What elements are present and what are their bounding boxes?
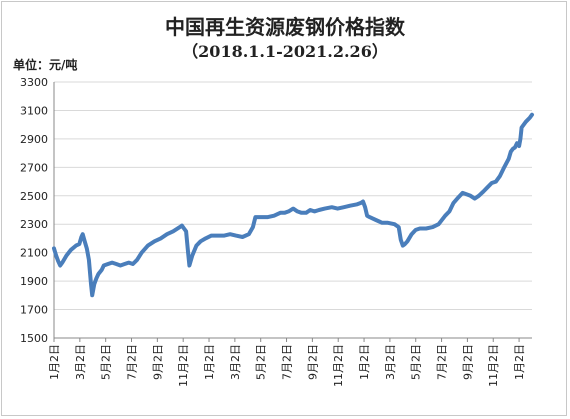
x-tick-label: 1月2日 — [203, 344, 216, 380]
x-tick-label: 5月2日 — [410, 344, 423, 380]
chart-title: 中国再生资源废钢价格指数 — [165, 15, 405, 39]
x-tick-label: 5月2日 — [255, 344, 268, 380]
x-tick-label: 9月2日 — [151, 344, 164, 380]
x-tick-label: 3月2日 — [384, 344, 397, 380]
x-tick-label: 11月2日 — [177, 344, 190, 387]
x-tick-label: 7月2日 — [281, 344, 294, 380]
series-layer — [52, 112, 534, 298]
y-tick-label: 2700 — [20, 161, 48, 174]
y-tick-label: 2900 — [20, 133, 48, 146]
x-tick-label: 1月2日 — [358, 344, 371, 380]
x-tick-label: 9月2日 — [306, 344, 319, 380]
x-tick-label: 1月2日 — [48, 344, 61, 380]
y-tick-label: 2100 — [20, 247, 48, 260]
gridlines — [54, 81, 532, 339]
y-tick-label: 2300 — [20, 218, 48, 231]
x-tick-label: 1月2日 — [513, 344, 526, 380]
x-tick-label: 7月2日 — [436, 344, 449, 380]
y-tick-label: 1700 — [20, 304, 48, 317]
y-tick-label: 3100 — [20, 104, 48, 117]
y-tick-label: 3300 — [20, 76, 48, 89]
series-line — [52, 112, 534, 298]
x-tick-label: 11月2日 — [332, 344, 345, 387]
x-axis: 1月2日 3月2日 5月2日 7月2日 9月2日 11月2日 1月2日 3月2日 5月2日 7月2… — [48, 338, 526, 387]
x-tick-label: 3月2日 — [229, 344, 242, 380]
x-tick-label: 9月2日 — [461, 344, 474, 380]
x-tick-label: 5月2日 — [100, 344, 113, 380]
x-tick-label: 11月2日 — [487, 344, 500, 387]
y-tick-label: 2500 — [20, 190, 48, 203]
chart-subtitle: （2018.1.1-2021.2.26） — [182, 42, 388, 61]
y-tick-label: 1900 — [20, 275, 48, 288]
x-tick-label: 3月2日 — [74, 344, 87, 380]
x-tick-label: 7月2日 — [126, 344, 139, 380]
y-axis: 1500 1700 1900 2100 2300 2500 2700 2900 3100 3300 — [20, 76, 55, 345]
y-tick-label: 1500 — [20, 332, 48, 345]
unit-label: 单位：元/吨 — [13, 58, 78, 72]
